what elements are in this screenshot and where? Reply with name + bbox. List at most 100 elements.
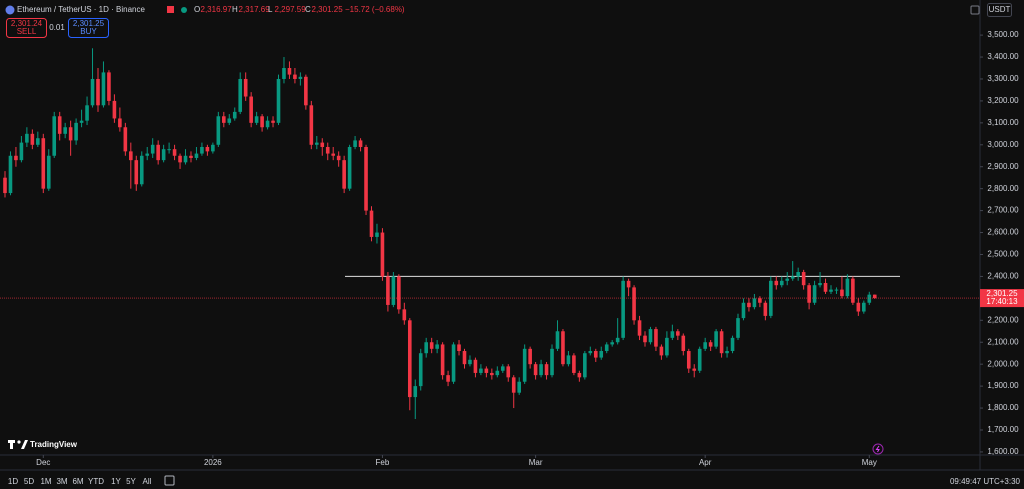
calendar-icon[interactable] — [164, 475, 175, 486]
candle-body — [57, 116, 62, 134]
candle-body — [703, 342, 707, 349]
candle-body — [572, 355, 576, 373]
timeframe-button[interactable]: 3M — [56, 477, 67, 486]
candle-body — [637, 320, 642, 336]
candle-body — [380, 232, 385, 277]
timeframe-button[interactable]: 1D — [8, 477, 18, 486]
candle-body — [271, 120, 275, 123]
candle-body — [304, 76, 308, 106]
candle-body — [156, 144, 160, 161]
candle-body — [41, 138, 46, 189]
last-price-tag — [980, 289, 1024, 308]
candle-body — [101, 72, 106, 106]
status-dot — [181, 7, 187, 13]
y-tick-label: 1,600.00 — [987, 447, 1019, 456]
candle-body — [19, 142, 24, 161]
candle-body — [238, 78, 243, 112]
candle-body — [260, 116, 264, 128]
candle-body — [282, 68, 286, 79]
candle-body — [375, 232, 379, 237]
y-tick-label: 3,500.00 — [987, 30, 1019, 39]
timeframe-button[interactable]: YTD — [88, 477, 104, 486]
candle-body — [654, 329, 658, 347]
candle-body — [495, 370, 500, 376]
candle-body — [490, 372, 494, 376]
timeframe-button[interactable]: 1M — [40, 477, 51, 486]
candle-body — [249, 96, 253, 123]
candle-body — [785, 278, 790, 281]
y-tick-label: 2,500.00 — [987, 250, 1019, 259]
candle-body — [659, 346, 664, 356]
y-tick-label: 2,700.00 — [987, 206, 1019, 215]
candle-body — [686, 351, 691, 369]
candle-body — [829, 289, 833, 292]
candle-body — [692, 368, 697, 371]
candle-body — [845, 278, 850, 297]
candle-body — [85, 105, 89, 121]
alert-icon[interactable] — [872, 443, 884, 455]
legend-key: C — [305, 5, 311, 14]
currency[interactable]: USDT — [989, 5, 1011, 14]
candle-body — [123, 127, 128, 152]
sell-label[interactable]: SELL — [17, 27, 37, 36]
last-price-label: 2,301.25 — [986, 289, 1018, 298]
candle-body — [402, 309, 407, 321]
candle-body — [681, 335, 686, 352]
candle-body — [621, 280, 625, 338]
candle-body — [670, 331, 675, 338]
sell-button[interactable] — [6, 18, 47, 38]
candle-body — [665, 337, 669, 356]
candle-body — [353, 140, 357, 147]
candle-body — [500, 366, 505, 371]
timeframe-button[interactable]: All — [143, 477, 152, 486]
flag-icon — [167, 6, 174, 13]
candle-body — [25, 133, 29, 143]
y-tick-label: 1,700.00 — [987, 425, 1019, 434]
candle-body — [626, 280, 631, 288]
legend-value: 2,297.59 — [275, 5, 307, 14]
timeframe-button[interactable]: 5D — [24, 477, 34, 486]
y-tick-label: 1,800.00 — [987, 403, 1019, 412]
buy-price[interactable]: 2,301.25 — [73, 19, 105, 28]
candle-body — [457, 344, 461, 352]
candle-body — [446, 375, 450, 382]
sell-price[interactable]: 2,301.24 — [11, 19, 43, 28]
y-tick-label: 2,800.00 — [987, 184, 1019, 193]
candle-body — [134, 160, 139, 185]
candle-body — [856, 302, 861, 312]
candle-body — [818, 283, 822, 286]
candle-body — [511, 377, 516, 393]
candle-body — [369, 210, 374, 237]
candle-body — [872, 294, 877, 299]
buy-button[interactable] — [68, 18, 109, 38]
y-tick-label: 2,200.00 — [987, 315, 1019, 324]
timeframe-button[interactable]: 1Y — [111, 477, 121, 486]
candle-body — [243, 78, 248, 97]
candle-body — [397, 276, 401, 310]
legend-key: L — [268, 5, 273, 14]
candle-body — [90, 78, 95, 106]
candle-body — [200, 146, 204, 154]
timeframe-button[interactable]: 6M — [72, 477, 83, 486]
buy-label[interactable]: BUY — [80, 27, 97, 36]
candle-body — [588, 351, 593, 354]
candle-body — [774, 280, 779, 286]
candle-body — [320, 142, 325, 147]
candle-body — [96, 78, 100, 106]
settings-icon[interactable] — [970, 5, 980, 15]
currency-button[interactable] — [987, 3, 1012, 17]
timeframe-button[interactable]: 5Y — [126, 477, 136, 486]
candle-body — [599, 351, 604, 358]
candle-body — [205, 146, 210, 152]
candle-body — [118, 118, 122, 128]
symbol-icon — [5, 5, 15, 15]
candle-body — [418, 353, 423, 387]
candle-body — [254, 116, 259, 123]
y-tick-label: 2,100.00 — [987, 337, 1019, 346]
y-tick-label: 2,600.00 — [987, 228, 1019, 237]
candle-body — [725, 351, 729, 354]
clock: 09:49:47 UTC+3:30 — [950, 477, 1021, 486]
candle-body — [391, 276, 396, 305]
candle-body — [276, 78, 281, 123]
